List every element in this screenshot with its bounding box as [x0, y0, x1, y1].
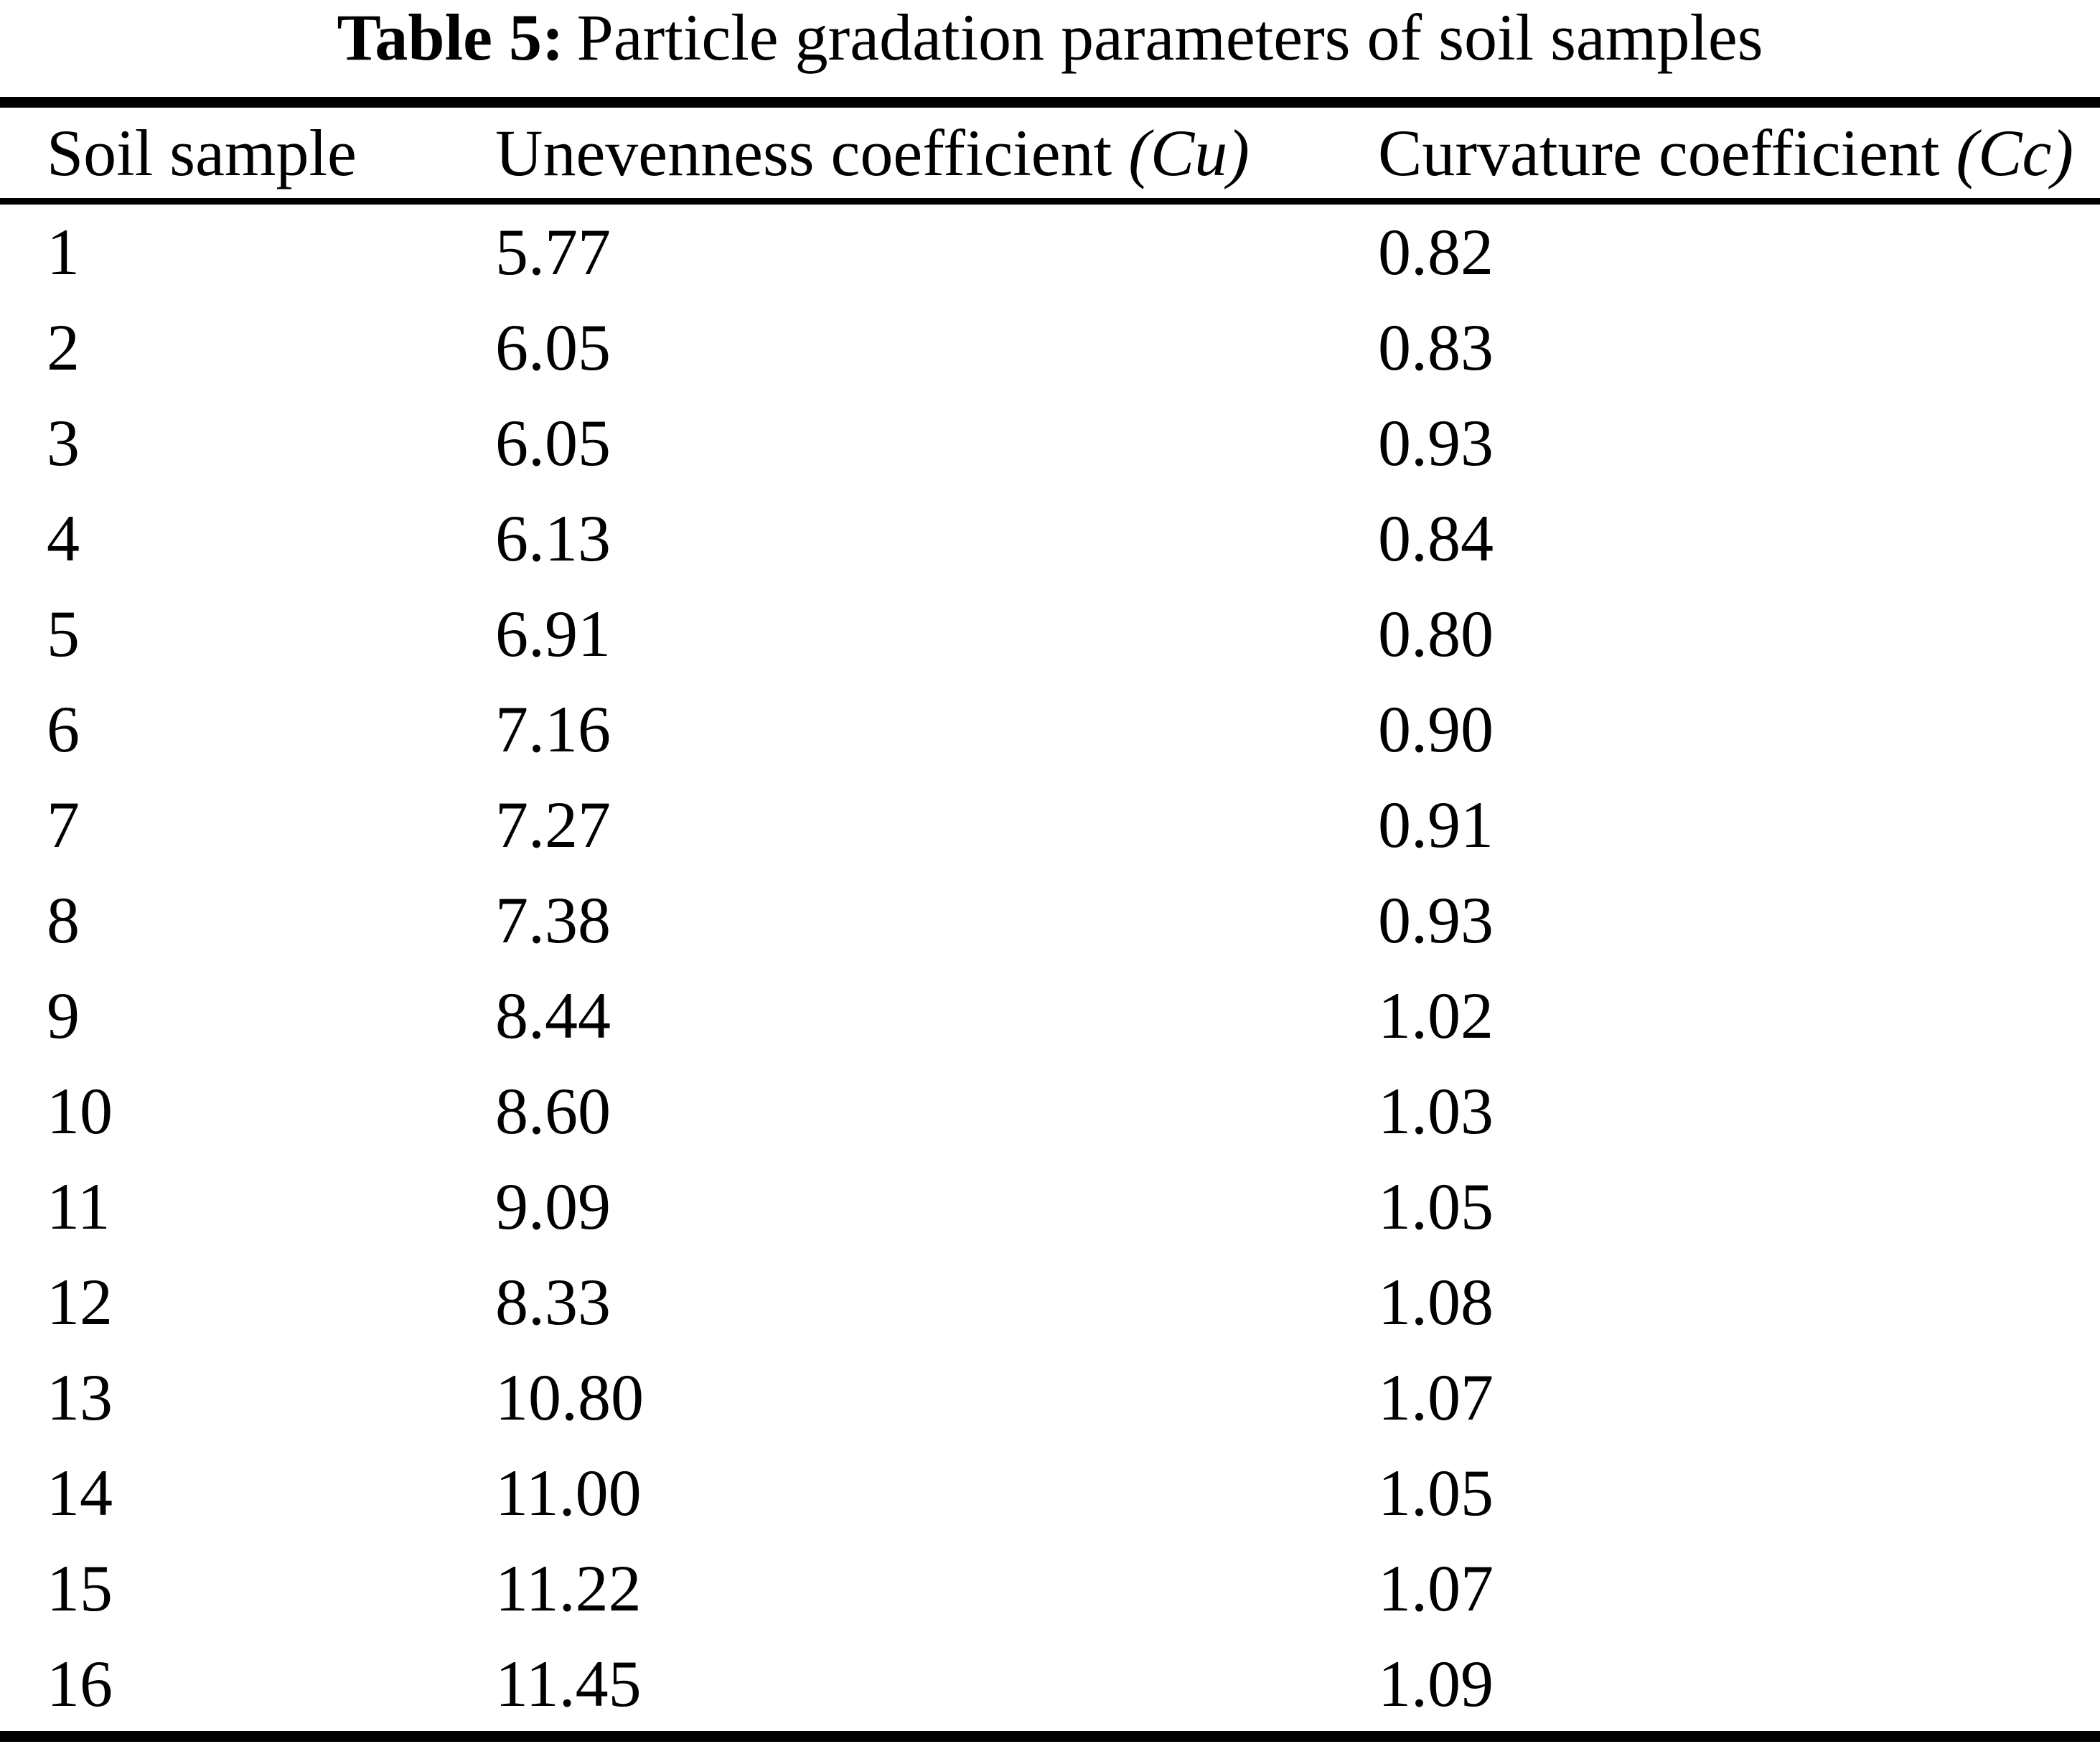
unevenness-coefficient-cell: 7.27 [495, 788, 611, 862]
unevenness-coefficient-cell: 6.05 [495, 311, 611, 385]
curvature-coefficient-cell: 1.07 [1378, 1551, 1494, 1625]
unevenness-coefficient-cell: 11.45 [495, 1646, 642, 1720]
curvature-coefficient-cell: 0.80 [1378, 597, 1494, 671]
soil-sample-cell: 2 [47, 311, 80, 385]
curvature-coefficient-cell: 1.08 [1378, 1265, 1494, 1338]
table-row: 7 7.27 0.91 [0, 777, 2100, 873]
unevenness-coefficient-cell: 7.16 [495, 693, 611, 766]
table-row: 2 6.05 0.83 [0, 300, 2100, 395]
unevenness-coefficient-cell: 8.60 [495, 1074, 611, 1148]
curvature-coefficient-cell: 1.03 [1378, 1074, 1494, 1148]
soil-sample-cell: 10 [47, 1074, 113, 1148]
soil-sample-cell: 14 [47, 1455, 113, 1529]
table-header-row: Soil sample Unevenness coefficient (Cu) … [0, 108, 2100, 198]
table-caption: Table 5: Particle gradation parameters o… [0, 0, 2100, 97]
unevenness-coefficient-cell: 6.05 [495, 406, 611, 480]
curvature-coefficient-cell: 1.05 [1378, 1169, 1494, 1243]
soil-sample-cell: 7 [47, 788, 80, 862]
header-curvature-coefficient: Curvature coefficient (Cc) [1378, 120, 2100, 186]
header-cc-text: Curvature coefficient [1378, 116, 1956, 189]
table-number-label: Table 5: [337, 1, 564, 74]
table-row: 10 8.60 1.03 [0, 1063, 2100, 1158]
header-rule [0, 198, 2100, 205]
curvature-coefficient-cell: 1.02 [1378, 978, 1494, 1052]
header-cc-symbol: (Cc) [1956, 116, 2073, 189]
header-cu-symbol: (Cu) [1128, 116, 1250, 189]
soil-sample-cell: 8 [47, 883, 80, 957]
soil-sample-cell: 11 [47, 1169, 111, 1243]
curvature-coefficient-cell: 1.09 [1378, 1646, 1494, 1720]
curvature-coefficient-cell: 0.93 [1378, 883, 1494, 957]
table-row: 3 6.05 0.93 [0, 395, 2100, 491]
top-rule [0, 97, 2100, 108]
soil-sample-cell: 9 [47, 978, 80, 1052]
soil-sample-cell: 5 [47, 597, 80, 671]
curvature-coefficient-cell: 0.91 [1378, 788, 1494, 862]
header-unevenness-coefficient: Unevenness coefficient (Cu) [495, 120, 1378, 186]
curvature-coefficient-cell: 0.93 [1378, 406, 1494, 480]
unevenness-coefficient-cell: 11.00 [495, 1455, 642, 1529]
curvature-coefficient-cell: 0.84 [1378, 502, 1494, 576]
soil-sample-cell: 1 [47, 215, 80, 289]
table-row: 14 11.00 1.05 [0, 1445, 2100, 1540]
curvature-coefficient-cell: 1.05 [1378, 1455, 1494, 1529]
bottom-rule [0, 1731, 2100, 1742]
soil-sample-cell: 4 [47, 502, 80, 576]
table-row: 1 5.77 0.82 [0, 205, 2100, 300]
header-soil-sample: Soil sample [47, 116, 357, 189]
curvature-coefficient-cell: 0.82 [1378, 215, 1494, 289]
curvature-coefficient-cell: 0.90 [1378, 693, 1494, 766]
table-row: 11 9.09 1.05 [0, 1158, 2100, 1254]
table-row: 8 7.38 0.93 [0, 873, 2100, 968]
table-row: 9 8.44 1.02 [0, 968, 2100, 1064]
table-row: 15 11.22 1.07 [0, 1540, 2100, 1636]
table-row: 16 11.45 1.09 [0, 1636, 2100, 1731]
table-title-text: Particle gradation parameters of soil sa… [576, 1, 1763, 74]
curvature-coefficient-cell: 0.83 [1378, 311, 1494, 385]
table-row: 5 6.91 0.80 [0, 586, 2100, 682]
table-row: 12 8.33 1.08 [0, 1254, 2100, 1349]
table-row: 13 10.80 1.07 [0, 1349, 2100, 1445]
unevenness-coefficient-cell: 6.13 [495, 502, 611, 576]
unevenness-coefficient-cell: 11.22 [495, 1551, 642, 1625]
soil-sample-cell: 12 [47, 1265, 113, 1338]
unevenness-coefficient-cell: 5.77 [495, 215, 611, 289]
soil-sample-cell: 3 [47, 406, 80, 480]
soil-sample-cell: 13 [47, 1360, 113, 1434]
soil-sample-cell: 15 [47, 1551, 113, 1625]
unevenness-coefficient-cell: 7.38 [495, 883, 611, 957]
soil-sample-cell: 6 [47, 693, 80, 766]
header-cu-text: Unevenness coefficient [495, 116, 1129, 189]
soil-sample-cell: 16 [47, 1646, 113, 1720]
table-row: 4 6.13 0.84 [0, 491, 2100, 586]
table-body: 1 5.77 0.82 2 6.05 0.83 3 6.05 0.93 4 6.… [0, 205, 2100, 1731]
curvature-coefficient-cell: 1.07 [1378, 1360, 1494, 1434]
unevenness-coefficient-cell: 9.09 [495, 1169, 611, 1243]
unevenness-coefficient-cell: 8.33 [495, 1265, 611, 1338]
unevenness-coefficient-cell: 6.91 [495, 597, 611, 671]
table-row: 6 7.16 0.90 [0, 682, 2100, 777]
unevenness-coefficient-cell: 10.80 [495, 1360, 644, 1434]
unevenness-coefficient-cell: 8.44 [495, 978, 611, 1052]
